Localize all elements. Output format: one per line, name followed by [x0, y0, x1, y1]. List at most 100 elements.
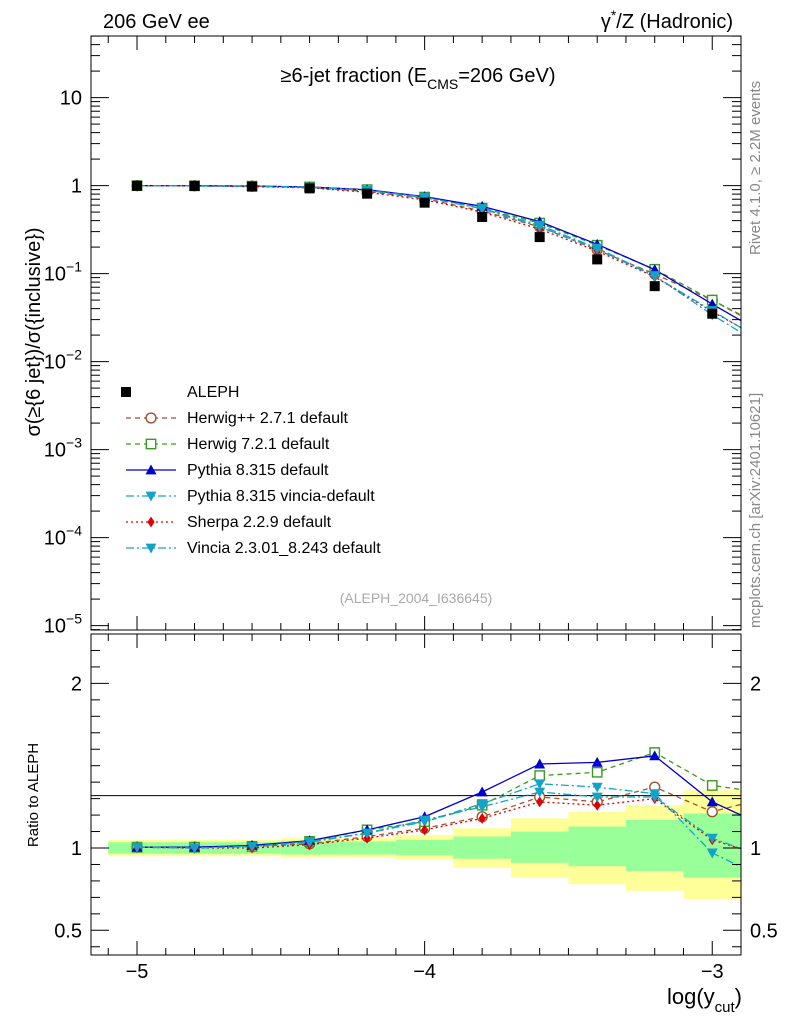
ratio-band-green-4: [338, 841, 396, 855]
ratio-point-sherpa-7: [536, 796, 544, 808]
ratio-axis-ticks: 0.5 0.5 1 1 2 2: [54, 633, 778, 948]
main-series-line-sherpa-4: [136, 185, 741, 329]
data-point-aleph-9: [649, 281, 660, 292]
main-series-line-vincia-5: [136, 185, 741, 329]
legend-marker-aleph: [121, 387, 131, 397]
main-y-tick-label: 1: [71, 176, 82, 198]
data-point-aleph-5: [419, 197, 430, 208]
main-title: ≥6-jet fraction (ECMS=206 GeV): [280, 65, 555, 92]
ratio-point-herwig7-10: [706, 780, 718, 791]
main-point-vincia-9: [649, 271, 661, 282]
ratio-y-tick-label-left: 2: [71, 673, 82, 695]
data-point-aleph-4: [362, 188, 373, 199]
header-right-star: *: [611, 7, 617, 23]
main-panel-frame: [90, 35, 742, 631]
ratio-point-sherpa-11: [766, 852, 773, 863]
ratio-point-herwig7-7: [534, 770, 546, 781]
ratio-band-green-7: [510, 831, 569, 863]
legend: ALEPH Herwig++ 2.7.1 default Herwig 7.2.1 …: [121, 384, 381, 557]
ratio-point-vincia-9: [649, 792, 661, 803]
ratio-point-sherpa-8: [593, 799, 601, 811]
x-axis-ticks: −5 −4 −3: [107, 36, 742, 983]
ratio-point-pythia-10: [706, 796, 718, 807]
legend-marker-herwigpp-0: [145, 412, 157, 424]
main-y-tick-label: 10: [60, 88, 82, 110]
ratio-point-pythia_vincia-7: [534, 779, 546, 790]
ratio-point-pythia-11: [764, 823, 775, 833]
main-y-tick-label: 10−1: [44, 259, 82, 286]
header-right-gamma: γ: [601, 11, 611, 33]
ratio-point-vincia-1: [189, 843, 201, 854]
ratio-point-pythia_vincia-11: [764, 877, 775, 887]
main-point-pythia-10: [706, 298, 718, 309]
ratio-point-herwigpp-10: [706, 806, 718, 818]
ratio-band-green-9: [625, 820, 684, 872]
x-tick-label: −5: [126, 961, 149, 983]
main-point-vincia-11: [764, 340, 775, 350]
main-y-tick-label-exponent: −1: [66, 259, 82, 275]
data-point-aleph-7: [534, 232, 545, 243]
ratio-point-vincia-3: [304, 837, 316, 848]
legend-marker-pythia-2: [145, 464, 157, 475]
ratio-y-label: Ratio to ALEPH: [25, 743, 42, 847]
ratio-series-line-vincia-5: [136, 791, 741, 850]
ratio-series-layer: [131, 747, 775, 887]
ratio-y-tick-label-left: 1: [71, 838, 82, 860]
ratio-point-herwigpp-11: [765, 792, 775, 802]
x-tick-label: −3: [701, 961, 724, 983]
ratio-point-herwig7-11: [765, 789, 774, 798]
main-point-pythia_vincia-11: [764, 346, 775, 356]
legend-label-aleph: ALEPH: [187, 384, 239, 401]
data-point-aleph-10: [707, 308, 718, 319]
ratio-y-tick-label-right: 1: [750, 838, 761, 860]
ratio-y-tick-label-left: 0.5: [54, 920, 82, 942]
x-axis-label-end: ): [735, 984, 742, 1009]
ratio-point-pythia-7: [534, 758, 546, 769]
legend-marker-vincia-5: [145, 543, 157, 554]
x-axis-label-text: log(y: [667, 984, 715, 1009]
ratio-point-pythia-8: [591, 756, 603, 767]
data-point-aleph-0: [132, 180, 143, 191]
main-y-tick-label-base: 10: [44, 352, 66, 374]
main-y-tick-label-exponent: −3: [66, 435, 82, 451]
legend-marker-pythia_vincia-3: [145, 491, 157, 502]
ratio-band-green-11: [741, 762, 786, 930]
data-point-aleph-2: [247, 181, 258, 192]
ratio-y-tick-label-right: 0.5: [750, 920, 778, 942]
ratio-point-vincia-10: [706, 833, 718, 844]
ratio-point-pythia_vincia-8: [591, 782, 603, 793]
main-point-vincia-6: [476, 204, 488, 215]
main-y-tick-label-base: 10: [44, 616, 66, 638]
main-title-text: ≥6-jet fraction (E: [280, 65, 427, 87]
main-point-vincia-7: [534, 222, 546, 233]
data-point-aleph-11: [765, 336, 775, 346]
data-point-aleph-6: [477, 211, 488, 222]
legend-label-vincia-5: Vincia 2.3.01_8.243 default: [187, 540, 381, 557]
data-point-aleph-8: [592, 254, 603, 265]
ratio-point-pythia-6: [476, 786, 488, 797]
ratio-point-vincia-4: [361, 828, 373, 839]
main-y-tick-label: 10−5: [44, 611, 82, 638]
ratio-point-vincia-0: [131, 842, 143, 853]
header-right: γ*/Z (Hadronic): [601, 7, 733, 33]
ratio-panel-frame: [90, 633, 742, 956]
main-title-end: =206 GeV): [458, 65, 555, 87]
ratio-point-sherpa-5: [421, 824, 429, 836]
main-data-layer: [132, 180, 775, 346]
ratio-band-green-6: [453, 836, 511, 859]
ratio-point-pythia_vincia-10: [706, 848, 718, 859]
main-y-tick-label-exponent: −5: [66, 611, 82, 627]
main-y-tick-label: 10−4: [44, 523, 82, 550]
ratio-point-vincia-6: [476, 802, 488, 813]
x-axis-label-subscript: cut: [715, 999, 736, 1016]
legend-marker-sherpa-4: [147, 516, 155, 528]
ratio-point-herwig7-8: [591, 766, 603, 778]
main-point-sherpa-11: [766, 338, 773, 349]
main-y-tick-label-base: 1: [71, 176, 82, 198]
legend-label-sherpa-4: Sherpa 2.2.9 default: [187, 514, 332, 531]
main-y-tick-label-exponent: −2: [66, 347, 82, 363]
mcplots-info: mcplots.cern.ch [arXiv:2401.10621]: [747, 393, 764, 628]
main-point-vincia-8: [591, 244, 603, 255]
